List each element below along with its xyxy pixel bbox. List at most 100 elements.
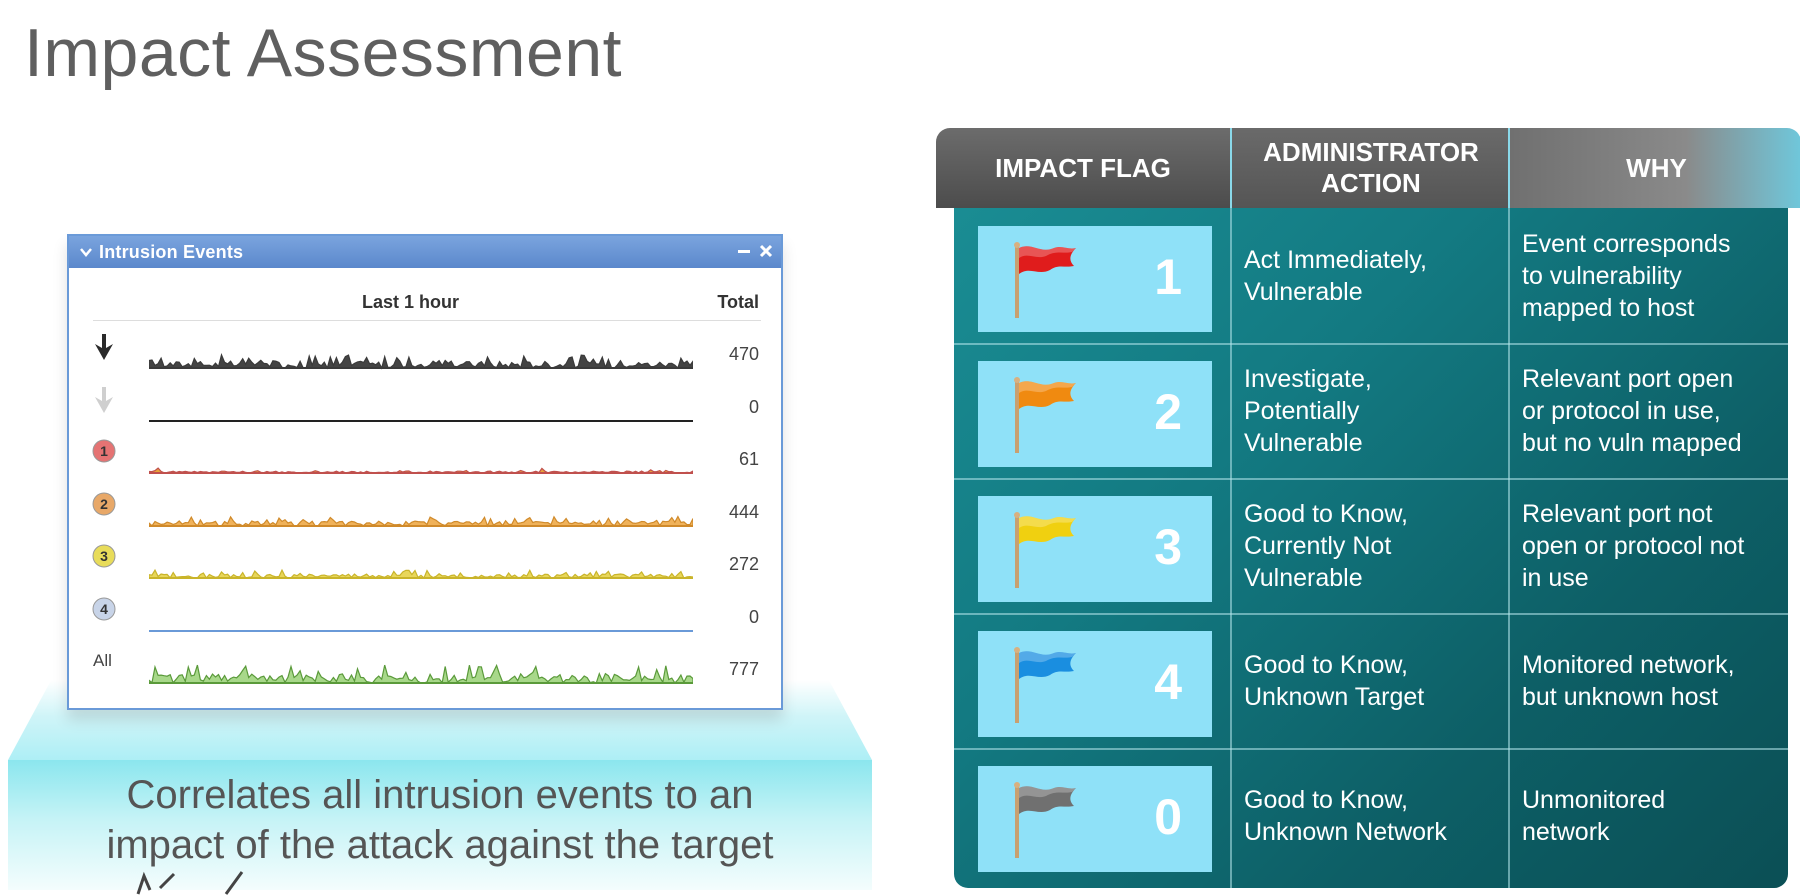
why-line: to vulnerability bbox=[1522, 261, 1682, 290]
impact-row-2: 2 Investigate, Potentially Vulnerable Releva… bbox=[954, 343, 1788, 477]
row-divider bbox=[954, 748, 1788, 750]
impact-row-3: 3 Good to Know, Currently Not Vulnerable Rel… bbox=[954, 478, 1788, 612]
row-divider bbox=[954, 478, 1788, 480]
blue-flag-icon bbox=[1014, 647, 1076, 723]
action-line: Good to Know, bbox=[1244, 499, 1409, 528]
svg-text:2: 2 bbox=[100, 496, 108, 512]
svg-text:4: 4 bbox=[100, 601, 108, 617]
sparkline-area bbox=[149, 568, 693, 579]
impact-3-badge-icon: 3 bbox=[92, 544, 116, 568]
impact-1-badge-icon: 1 bbox=[92, 439, 116, 463]
sparkline-priority-high bbox=[149, 353, 693, 370]
action-line: Unknown Target bbox=[1244, 682, 1425, 711]
sparkline-area bbox=[149, 353, 693, 370]
event-row-impact-3: 3 272 bbox=[69, 542, 781, 594]
flag-number: 0 bbox=[1154, 789, 1182, 845]
flag-card: 1 bbox=[978, 226, 1212, 332]
impact-4-badge-icon: 4 bbox=[92, 597, 116, 620]
why-line: Unmonitored bbox=[1522, 785, 1666, 814]
flag-number: 3 bbox=[1154, 519, 1182, 575]
action-line: Unknown Network bbox=[1244, 817, 1447, 846]
action-line: Vulnerable bbox=[1244, 277, 1363, 306]
col-sep-2 bbox=[1508, 208, 1510, 888]
row-total: 777 bbox=[728, 659, 759, 679]
caption: Correlates all intrusion events to an im… bbox=[8, 770, 872, 870]
sparkline-priority-low bbox=[149, 419, 693, 422]
why-line: Relevant port not bbox=[1522, 499, 1713, 528]
action-line: Vulnerable bbox=[1244, 428, 1363, 457]
widget-header: Intrusion Events bbox=[69, 236, 781, 268]
header-divider bbox=[93, 320, 761, 321]
sparkline-impact-2 bbox=[149, 514, 693, 527]
why-line: in use bbox=[1522, 563, 1589, 592]
arrow-down-light-icon bbox=[95, 386, 113, 413]
row-total: 470 bbox=[728, 344, 759, 364]
header-why: WHY bbox=[1508, 128, 1800, 208]
impact-flag-table: IMPACT FLAG ADMINISTRATOR ACTION WHY 1 Act… bbox=[936, 128, 1800, 888]
caption-line-1: Correlates all intrusion events to an bbox=[126, 773, 754, 817]
table-header: IMPACT FLAG ADMINISTRATOR ACTION WHY bbox=[936, 128, 1800, 208]
scribble-mark bbox=[136, 871, 244, 895]
administrator-action-cell: Good to Know, Currently Not Vulnerable bbox=[1244, 498, 1494, 594]
impact-2-badge-icon: 2 bbox=[92, 492, 116, 515]
header-administrator-action: ADMINISTRATOR ACTION bbox=[1230, 128, 1510, 208]
why-cell: Monitored network, but unknown host bbox=[1522, 649, 1782, 713]
sparkline-all bbox=[149, 663, 693, 684]
row-total: 61 bbox=[738, 449, 759, 469]
intrusion-events-widget: Intrusion Events Last 1 hour Total 470 0 1… bbox=[67, 234, 783, 710]
flag-card: 3 bbox=[978, 496, 1212, 602]
why-line: but unknown host bbox=[1522, 682, 1718, 711]
minimize-icon[interactable] bbox=[735, 242, 753, 260]
row-divider bbox=[954, 343, 1788, 345]
sparkline-impact-4 bbox=[149, 629, 693, 632]
row-total: 444 bbox=[728, 501, 759, 522]
action-line: Vulnerable bbox=[1244, 563, 1363, 592]
sparkline-impact-1 bbox=[149, 467, 693, 474]
row-total: 272 bbox=[728, 554, 759, 574]
yellow-flag-icon bbox=[1014, 512, 1076, 588]
row-label: All bbox=[93, 651, 112, 670]
chevron-down-icon[interactable] bbox=[77, 243, 95, 261]
sparkline-area bbox=[149, 663, 693, 684]
action-line: Good to Know, bbox=[1244, 785, 1409, 814]
sparkline-impact-3 bbox=[149, 568, 693, 579]
why-line: but no vuln mapped bbox=[1522, 428, 1742, 457]
red-flag-icon bbox=[1014, 242, 1076, 318]
why-line: Monitored network, bbox=[1522, 650, 1735, 679]
action-line: Potentially bbox=[1244, 396, 1360, 425]
close-icon[interactable] bbox=[757, 242, 775, 260]
administrator-action-cell: Investigate, Potentially Vulnerable bbox=[1244, 363, 1494, 459]
gray-flag-icon bbox=[1014, 782, 1076, 858]
event-row-impact-1: 1 61 bbox=[69, 437, 781, 489]
page-title: Impact Assessment bbox=[24, 15, 623, 91]
why-line: network bbox=[1522, 817, 1610, 846]
why-cell: Relevant port not open or protocol not in … bbox=[1522, 498, 1782, 594]
administrator-action-cell: Act Immediately, Vulnerable bbox=[1244, 244, 1494, 308]
administrator-action-cell: Good to Know, Unknown Network bbox=[1244, 784, 1494, 848]
row-total: 0 bbox=[748, 396, 759, 417]
action-line: Currently Not bbox=[1244, 531, 1392, 560]
event-row-priority-low: 0 bbox=[69, 385, 781, 437]
why-line: open or protocol not bbox=[1522, 531, 1745, 560]
orange-flag-icon bbox=[1014, 377, 1076, 453]
event-row-priority-high: 470 bbox=[69, 332, 781, 384]
why-cell: Event corresponds to vulnerability mapped … bbox=[1522, 228, 1782, 324]
why-line: Event corresponds bbox=[1522, 229, 1731, 258]
action-line: Investigate, bbox=[1244, 364, 1372, 393]
administrator-action-cell: Good to Know, Unknown Target bbox=[1244, 649, 1494, 713]
why-cell: Unmonitored network bbox=[1522, 784, 1782, 848]
header-impact-flag: IMPACT FLAG bbox=[936, 128, 1230, 208]
why-line: or protocol in use, bbox=[1522, 396, 1721, 425]
why-line: Relevant port open bbox=[1522, 364, 1734, 393]
svg-text:1: 1 bbox=[100, 443, 108, 459]
row-total: 0 bbox=[748, 606, 759, 627]
why-cell: Relevant port open or protocol in use, but… bbox=[1522, 363, 1782, 459]
row-divider bbox=[954, 613, 1788, 615]
flag-number: 1 bbox=[1154, 249, 1182, 305]
flag-number: 2 bbox=[1154, 384, 1182, 440]
col-sep-1 bbox=[1230, 208, 1232, 888]
impact-row-4: 4 Good to Know, Unknown Target Monitored ne… bbox=[954, 613, 1788, 747]
why-line: mapped to host bbox=[1522, 293, 1695, 322]
column-header-total: Total bbox=[717, 292, 759, 312]
